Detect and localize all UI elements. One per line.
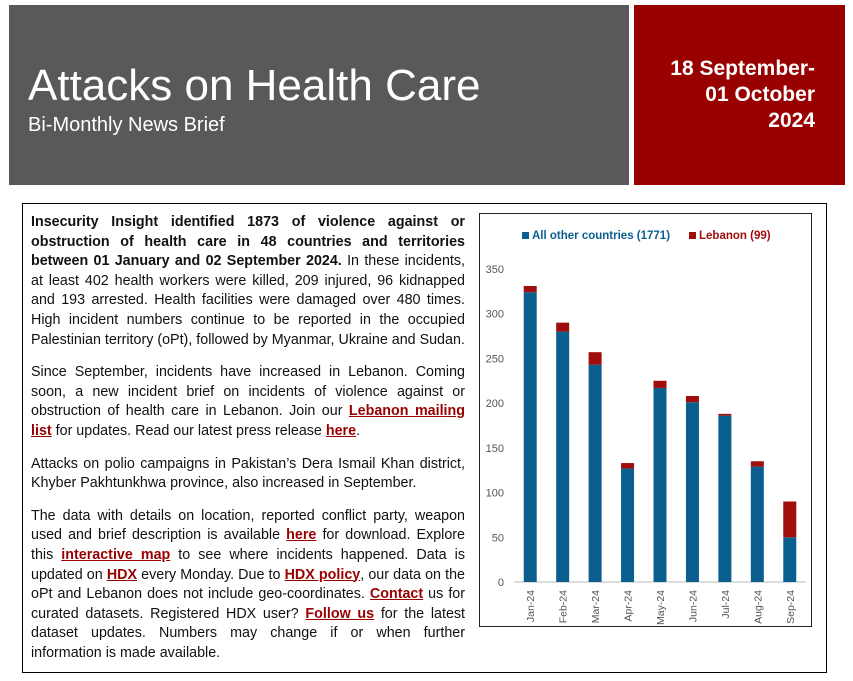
title: Attacks on Health Care xyxy=(28,61,481,110)
y-tick-label: 250 xyxy=(486,353,504,365)
bar xyxy=(750,466,764,582)
legend-swatch xyxy=(689,232,696,239)
y-tick-label: 150 xyxy=(486,443,504,455)
legend-label: Lebanon (99) xyxy=(699,230,771,242)
text: every Monday. Due to xyxy=(137,566,285,583)
text: for download. Explore this xyxy=(31,527,465,563)
bar xyxy=(588,364,602,582)
bar xyxy=(685,402,699,582)
legend-label: All other countries (1771) xyxy=(532,230,670,242)
link[interactable]: here xyxy=(325,422,357,439)
link[interactable]: Lebanon mailing list xyxy=(31,403,465,439)
bar xyxy=(653,387,667,582)
link[interactable]: HDX policy xyxy=(284,566,361,583)
header: Attacks on Health Care Bi-Monthly News B… xyxy=(9,5,629,185)
chart-box: 0 50 100 150 200 250 300 350 All other countries… xyxy=(479,213,812,627)
bar xyxy=(621,463,635,469)
bar xyxy=(523,285,537,293)
link[interactable]: interactive map xyxy=(61,546,171,563)
x-tick-label: Jan-24 xyxy=(525,590,537,622)
x-tick-label: Aug-24 xyxy=(752,590,764,624)
paragraph: The data with details on location, repor… xyxy=(31,507,812,664)
link[interactable]: HDX xyxy=(106,566,138,583)
x-tick-label: Mar-24 xyxy=(590,590,602,623)
x-tick-label: Jun-24 xyxy=(687,590,699,622)
bar xyxy=(556,331,570,582)
x-tick-label: Feb-24 xyxy=(558,590,570,623)
text: , our data on the oPt and Lebanon does n… xyxy=(31,566,465,603)
legend-swatch xyxy=(522,232,529,239)
date-line: 2024 xyxy=(768,109,815,132)
text: The data with details on location, repor… xyxy=(31,507,465,544)
text: . xyxy=(356,422,361,439)
bar xyxy=(653,380,667,388)
bar xyxy=(750,461,764,467)
bar xyxy=(556,322,570,332)
text: us for curated datasets. Registered HDX … xyxy=(31,586,465,622)
text: In these incidents, at least 402 health … xyxy=(31,253,465,348)
date: 18 September- 01 October 2024 xyxy=(634,5,845,185)
text: Attacks on polio campaigns in Pakistan’s… xyxy=(31,455,465,492)
x-tick-label: Apr-24 xyxy=(623,590,635,622)
date-line: 18 September- xyxy=(670,57,815,80)
y-tick-label: 0 xyxy=(498,577,504,589)
bar xyxy=(718,413,732,416)
link[interactable]: Follow us xyxy=(305,605,375,622)
text: Since September, incidents have increase… xyxy=(31,364,465,420)
paragraph: Attacks on polio campaigns in Pakistan’s… xyxy=(31,455,812,494)
date-line: 01 October xyxy=(705,83,815,106)
y-tick-label: 300 xyxy=(486,309,504,321)
text: to see where incidents happened. Data is… xyxy=(31,546,465,583)
y-tick-label: 200 xyxy=(486,398,504,410)
bar xyxy=(783,501,797,538)
y-tick-label: 50 xyxy=(492,532,504,544)
paragraph: Since September, incidents have increase… xyxy=(31,363,812,441)
x-tick-label: May-24 xyxy=(655,590,667,625)
bar xyxy=(523,292,537,582)
bar xyxy=(685,395,699,403)
text: Insecurity Insight identified 1873 of vi… xyxy=(31,214,465,270)
text: for the latest dataset updates. Numbers … xyxy=(31,605,466,661)
link[interactable]: here xyxy=(286,527,317,544)
bar xyxy=(718,415,732,582)
x-tick-label: Jul-24 xyxy=(720,590,732,619)
link[interactable]: Contact xyxy=(369,586,424,603)
bar xyxy=(588,352,602,365)
bar xyxy=(783,537,797,582)
chart: 0 50 100 150 200 250 300 350 All other countries… xyxy=(486,230,806,625)
bar xyxy=(621,468,635,582)
y-tick-label: 350 xyxy=(486,264,504,276)
news-box: 0 50 100 150 200 250 300 350 All other countries… xyxy=(22,203,827,673)
paragraph: Insecurity Insight identified 1873 of vi… xyxy=(31,213,812,350)
x-tick-label: Sep-24 xyxy=(785,590,797,624)
text: for updates. Read our latest press relea… xyxy=(51,422,326,439)
y-tick-label: 100 xyxy=(486,488,504,500)
subtitle: Bi-Monthly News Brief xyxy=(28,114,225,136)
